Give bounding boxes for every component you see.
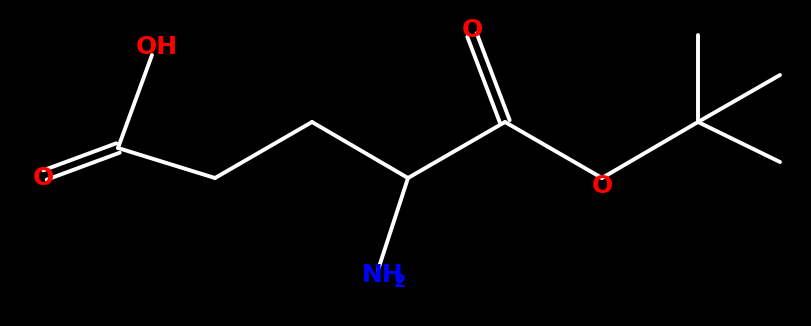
Text: O: O bbox=[461, 18, 482, 42]
Text: O: O bbox=[590, 174, 611, 198]
Text: 2: 2 bbox=[393, 273, 406, 291]
Text: NH: NH bbox=[362, 263, 403, 287]
Text: O: O bbox=[32, 166, 54, 190]
Text: OH: OH bbox=[135, 35, 178, 59]
